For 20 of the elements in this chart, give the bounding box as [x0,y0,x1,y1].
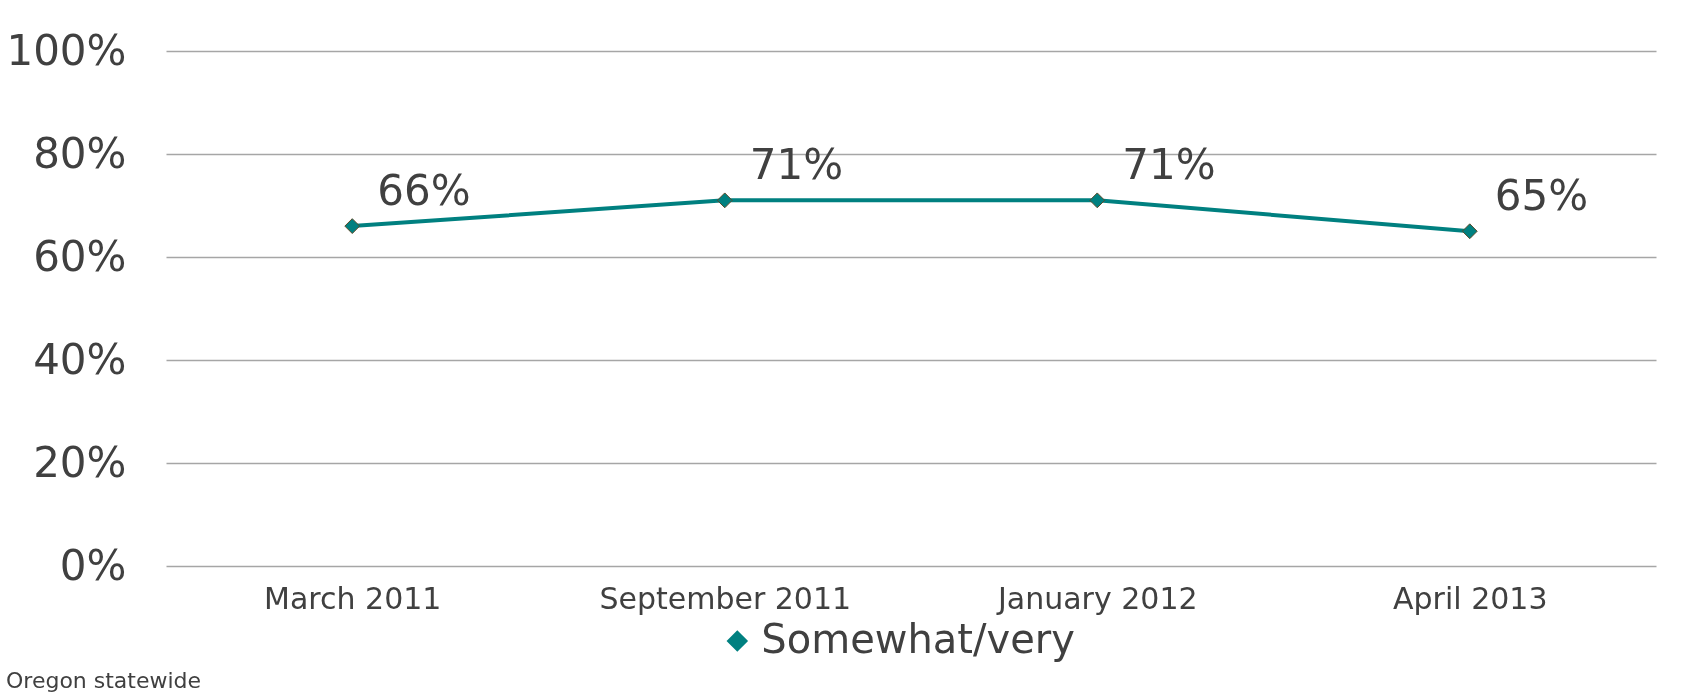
data-label: 71% [1122,140,1216,190]
y-tick-label: 80% [33,128,127,178]
data-label: 65% [1494,171,1589,221]
text: Oregon statewide [6,668,202,693]
y-tick-label: 60% [33,231,127,281]
data-label: 71% [749,140,844,190]
point [1461,223,1478,240]
legend-label: Somewhat/very [761,616,1075,662]
point [344,218,361,235]
x-tick-label: March 2011 [264,580,442,616]
y-tick-label: 0% [59,540,127,590]
y-tick-label: 100% [6,25,127,75]
data-label: 66% [377,166,471,216]
x-tick-label: April 2013 [1393,580,1548,616]
point [716,192,733,209]
x-tick-label: January 2012 [995,580,1198,616]
point [1089,192,1106,209]
x-tick-label: September 2011 [599,580,852,616]
y-tick-label: 20% [33,437,127,487]
y-tick-label: 40% [33,334,127,384]
